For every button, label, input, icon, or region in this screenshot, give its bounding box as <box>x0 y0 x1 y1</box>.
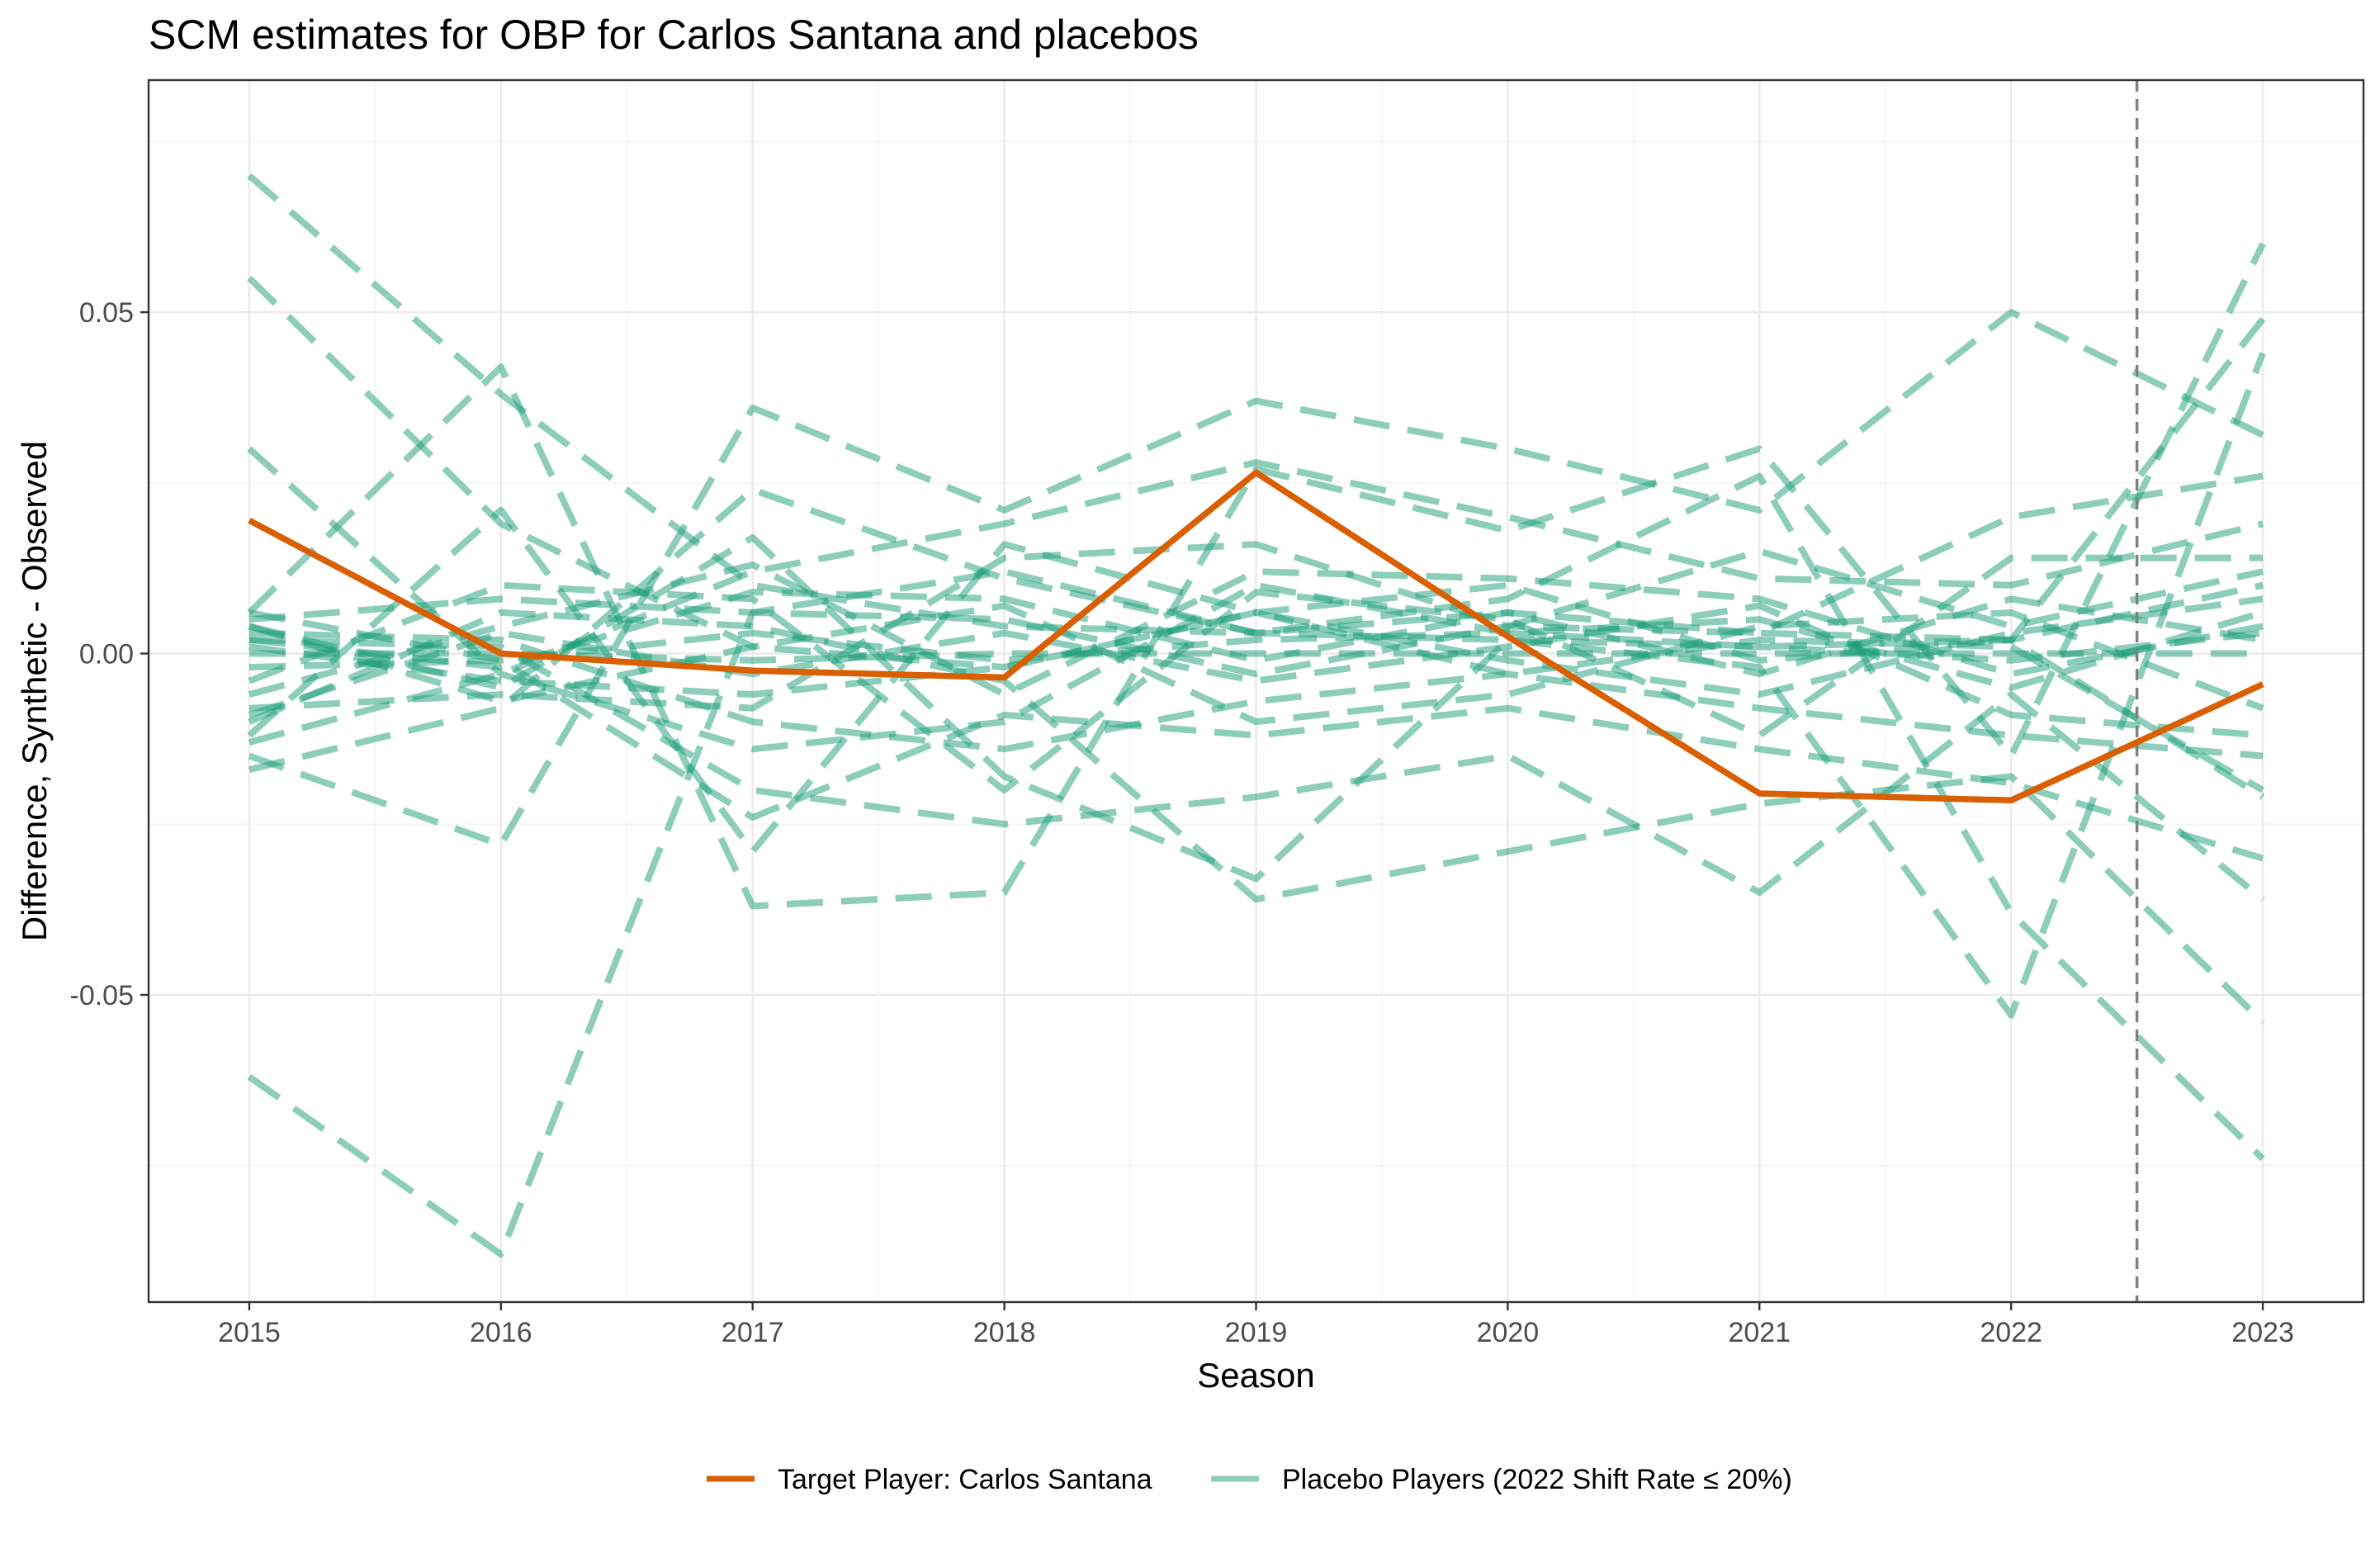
x-tick-label-2017: 2017 <box>722 1317 784 1348</box>
placebo-line-22 <box>248 554 2263 793</box>
placebo-line-24 <box>248 589 2264 678</box>
x-tick-label-2020: 2020 <box>1477 1317 1540 1348</box>
x-tick-label-2018: 2018 <box>973 1317 1036 1348</box>
placebo-line-15 <box>248 609 2264 862</box>
y-axis-ticks: -0.05 0.00 0.05 <box>70 297 149 1011</box>
x-axis-label: Season <box>1197 1356 1314 1395</box>
placebo-series-group <box>247 173 2266 1258</box>
x-tick-label-2022: 2022 <box>1980 1317 2042 1348</box>
y-tick-label-0: -0.05 <box>70 980 135 1011</box>
y-axis-label: Difference, Synthetic - Observed <box>15 441 54 941</box>
placebo-line-23 <box>248 602 2264 739</box>
chart-title: SCM estimates for OBP for Carlos Santana… <box>149 12 1199 58</box>
x-tick-label-2019: 2019 <box>1225 1317 1288 1348</box>
placebo-line-4 <box>247 609 2265 1258</box>
placebo-line-17 <box>248 581 2264 671</box>
x-axis-ticks: 2015 2016 2017 2018 2019 2020 2021 2022 2023 <box>218 1302 2294 1348</box>
placebo-line-19 <box>248 629 2264 760</box>
placebo-line-20 <box>248 561 2264 699</box>
placebo-line-9 <box>248 472 2264 773</box>
placebo-line-14 <box>248 541 2264 712</box>
legend-label-target: Target Player: Carlos Santana <box>778 1464 1152 1495</box>
x-tick-label-2016: 2016 <box>470 1317 532 1348</box>
legend-label-placebo: Placebo Players (2022 Shift Rate ≤ 20%) <box>1282 1464 1792 1495</box>
target-line-carlos-santana <box>248 469 2264 804</box>
x-tick-label-2015: 2015 <box>218 1317 281 1348</box>
placebo-line-12 <box>248 637 2265 902</box>
placebo-line-16 <box>249 650 2263 664</box>
target-series-group <box>248 469 2264 804</box>
y-tick-label-2: 0.05 <box>79 297 134 329</box>
placebo-line-5 <box>248 309 2264 848</box>
x-tick-label-2023: 2023 <box>2231 1317 2294 1348</box>
grid-lines <box>149 80 2363 1302</box>
legend: Target Player: Carlos Santana Placebo Pl… <box>707 1464 1792 1495</box>
placebo-line-10 <box>248 609 2265 1025</box>
y-tick-label-1: 0.00 <box>79 639 134 670</box>
placebo-line-21 <box>248 602 2264 726</box>
placebo-line-3 <box>247 446 2264 753</box>
x-tick-label-2021: 2021 <box>1728 1317 1791 1348</box>
